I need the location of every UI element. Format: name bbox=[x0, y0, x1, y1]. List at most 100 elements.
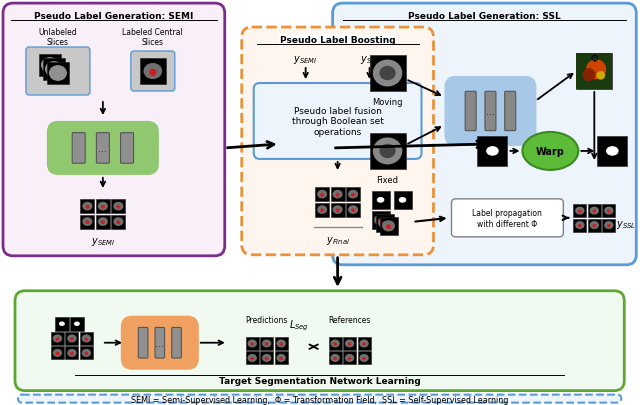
Bar bbox=[372, 211, 390, 229]
Circle shape bbox=[348, 357, 351, 360]
Circle shape bbox=[593, 224, 596, 228]
Ellipse shape bbox=[333, 206, 342, 214]
FancyBboxPatch shape bbox=[155, 328, 164, 358]
Text: ...: ... bbox=[486, 107, 495, 117]
Text: Φ: Φ bbox=[591, 54, 598, 64]
Ellipse shape bbox=[373, 60, 403, 87]
Ellipse shape bbox=[113, 218, 124, 226]
Ellipse shape bbox=[276, 354, 286, 362]
Ellipse shape bbox=[67, 335, 77, 343]
Circle shape bbox=[265, 343, 269, 346]
Circle shape bbox=[86, 221, 90, 225]
FancyBboxPatch shape bbox=[333, 4, 636, 265]
Ellipse shape bbox=[348, 190, 358, 199]
Ellipse shape bbox=[522, 132, 579, 171]
Ellipse shape bbox=[345, 339, 355, 347]
FancyBboxPatch shape bbox=[451, 199, 563, 237]
Text: $y_{SSL}$: $y_{SSL}$ bbox=[360, 54, 380, 66]
Ellipse shape bbox=[606, 147, 619, 156]
FancyBboxPatch shape bbox=[15, 291, 624, 391]
Ellipse shape bbox=[49, 66, 67, 82]
Ellipse shape bbox=[380, 67, 396, 81]
Circle shape bbox=[320, 209, 324, 213]
Ellipse shape bbox=[589, 222, 599, 230]
Ellipse shape bbox=[604, 207, 614, 215]
Text: Unlabeled
Slices: Unlabeled Slices bbox=[38, 28, 77, 47]
Bar bbox=[275, 337, 287, 350]
Ellipse shape bbox=[83, 202, 92, 211]
Circle shape bbox=[101, 205, 105, 209]
Bar bbox=[260, 352, 273, 365]
FancyBboxPatch shape bbox=[26, 48, 90, 96]
Bar bbox=[602, 219, 615, 232]
Bar bbox=[588, 205, 601, 217]
Circle shape bbox=[86, 205, 90, 209]
Ellipse shape bbox=[98, 218, 108, 226]
Bar bbox=[81, 215, 94, 229]
Circle shape bbox=[70, 352, 74, 356]
Bar bbox=[369, 56, 406, 92]
Bar bbox=[65, 347, 79, 360]
Ellipse shape bbox=[348, 206, 358, 214]
Bar bbox=[573, 205, 586, 217]
Ellipse shape bbox=[373, 138, 403, 165]
Ellipse shape bbox=[374, 215, 387, 226]
Ellipse shape bbox=[377, 198, 385, 203]
Bar bbox=[343, 337, 356, 350]
Ellipse shape bbox=[113, 202, 124, 211]
Ellipse shape bbox=[67, 349, 77, 357]
Ellipse shape bbox=[604, 222, 614, 230]
Bar bbox=[246, 352, 259, 365]
Ellipse shape bbox=[52, 349, 62, 357]
Ellipse shape bbox=[262, 354, 271, 362]
Bar bbox=[51, 332, 64, 345]
Bar bbox=[43, 59, 65, 81]
Ellipse shape bbox=[83, 218, 92, 226]
Circle shape bbox=[320, 194, 324, 197]
Circle shape bbox=[101, 221, 105, 225]
Bar bbox=[577, 54, 612, 90]
Ellipse shape bbox=[317, 190, 327, 199]
Circle shape bbox=[578, 224, 582, 228]
Bar bbox=[55, 317, 69, 331]
Ellipse shape bbox=[399, 198, 406, 203]
Bar bbox=[80, 347, 93, 360]
Bar bbox=[331, 203, 344, 217]
Bar bbox=[328, 352, 342, 365]
Circle shape bbox=[250, 357, 254, 360]
FancyBboxPatch shape bbox=[18, 394, 621, 403]
Circle shape bbox=[362, 357, 366, 360]
Bar bbox=[380, 217, 397, 235]
Circle shape bbox=[265, 357, 269, 360]
FancyBboxPatch shape bbox=[97, 133, 109, 164]
Bar bbox=[246, 337, 259, 350]
Circle shape bbox=[149, 70, 156, 77]
Ellipse shape bbox=[248, 354, 257, 362]
Bar bbox=[358, 352, 371, 365]
Ellipse shape bbox=[333, 190, 342, 199]
Text: Pseudo Label Generation: SEMI: Pseudo Label Generation: SEMI bbox=[34, 12, 193, 21]
Circle shape bbox=[386, 225, 391, 230]
FancyBboxPatch shape bbox=[131, 52, 175, 92]
Circle shape bbox=[578, 210, 582, 213]
Ellipse shape bbox=[575, 222, 584, 230]
Ellipse shape bbox=[98, 202, 108, 211]
FancyBboxPatch shape bbox=[505, 92, 516, 131]
Text: ...: ... bbox=[99, 144, 108, 153]
Ellipse shape bbox=[143, 64, 162, 80]
FancyBboxPatch shape bbox=[3, 4, 225, 256]
Text: Fixed: Fixed bbox=[376, 175, 399, 184]
Ellipse shape bbox=[589, 207, 599, 215]
Bar bbox=[111, 200, 125, 213]
Circle shape bbox=[351, 194, 355, 197]
Text: Moving: Moving bbox=[372, 98, 403, 107]
Ellipse shape bbox=[82, 335, 91, 343]
Circle shape bbox=[382, 222, 387, 227]
Ellipse shape bbox=[345, 354, 355, 362]
Circle shape bbox=[116, 221, 120, 225]
FancyBboxPatch shape bbox=[445, 78, 536, 145]
Text: Pseudo Label Boosting: Pseudo Label Boosting bbox=[280, 36, 396, 45]
Circle shape bbox=[279, 357, 283, 360]
Ellipse shape bbox=[52, 335, 62, 343]
FancyBboxPatch shape bbox=[122, 317, 198, 369]
